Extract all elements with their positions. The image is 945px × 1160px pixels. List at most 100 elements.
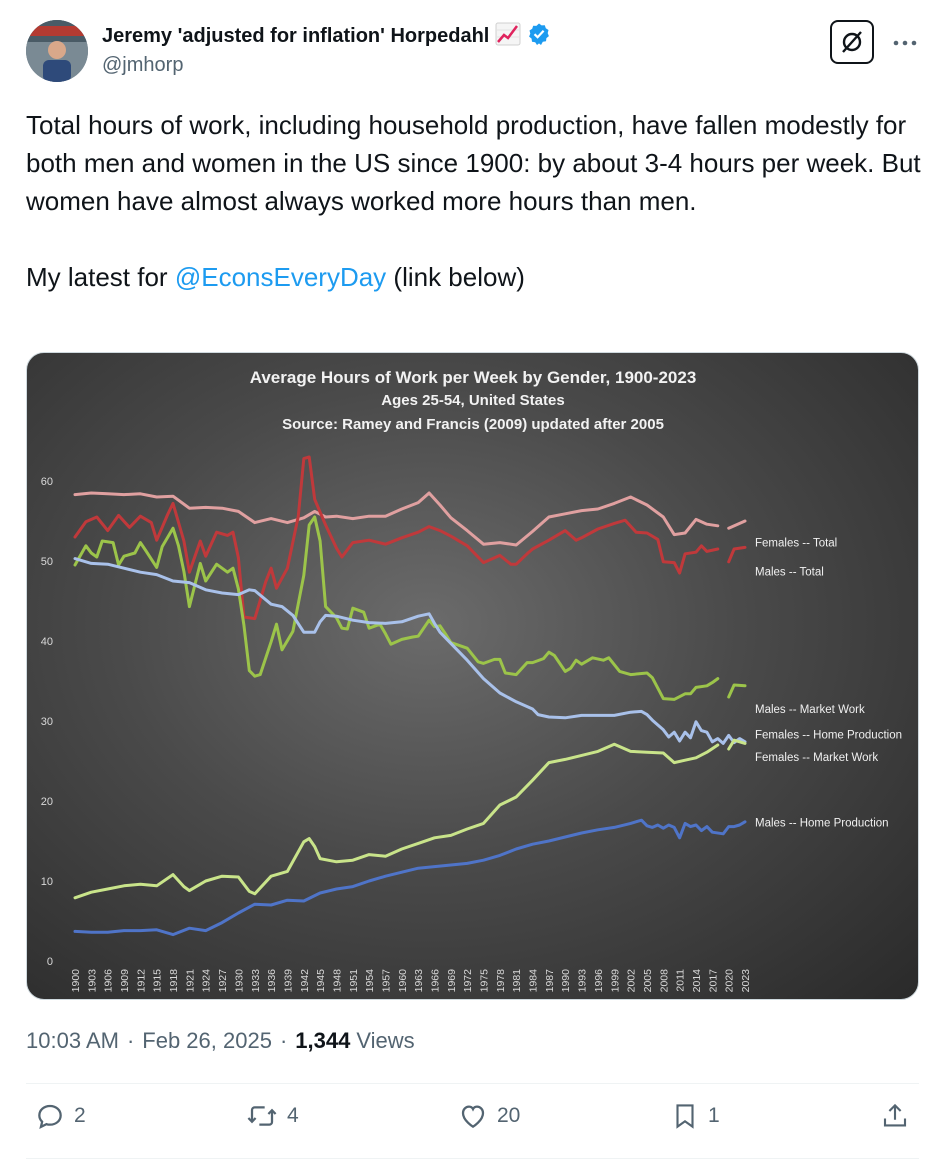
y-tick-label: 0 (47, 956, 53, 968)
line-chart: Average Hours of Work per Week by Gender… (41, 368, 902, 993)
tweet-date[interactable]: Feb 26, 2025 (142, 1028, 272, 1053)
views-count: 1,344 (295, 1028, 351, 1053)
y-tick-label: 20 (41, 796, 53, 808)
tweet-meta: 10:03 AM · Feb 26, 2025 · 1,344 Views (26, 1028, 415, 1054)
x-tick-label: 1927 (217, 969, 229, 993)
reply-button[interactable]: 2 (34, 1100, 86, 1132)
separator-dot: · (279, 1028, 288, 1053)
like-count: 20 (497, 1104, 521, 1127)
series-line (73, 455, 747, 621)
repost-count: 4 (287, 1104, 299, 1127)
tweet-text: Total hours of work, including household… (26, 106, 926, 296)
tweet-paragraph-2-suffix: (link below) (386, 262, 525, 292)
x-tick-label: 1942 (299, 969, 311, 993)
x-tick-label: 1954 (364, 969, 376, 993)
x-tick-label: 2008 (658, 969, 670, 993)
x-tick-label: 1906 (103, 969, 115, 993)
x-tick-label: 1930 (233, 969, 245, 993)
x-tick-label: 1960 (397, 969, 409, 993)
reply-icon (38, 1104, 62, 1130)
x-tick-label: 1984 (528, 969, 540, 993)
x-tick-label: 1921 (184, 969, 196, 993)
x-tick-label: 1972 (462, 969, 474, 993)
more-options-button[interactable] (890, 28, 920, 58)
chart-title: Average Hours of Work per Week by Gender… (250, 368, 697, 387)
action-bar: 2 4 20 1 (0, 1100, 945, 1144)
views-label: Views (356, 1028, 415, 1053)
x-tick-label: 1936 (266, 969, 278, 993)
x-tick-label: 1975 (479, 969, 491, 993)
series-line (73, 557, 747, 745)
mention-link[interactable]: @EconsEveryDay (174, 262, 387, 292)
series-line (73, 738, 747, 900)
x-tick-label: 1987 (544, 969, 556, 993)
tweet-paragraph-1: Total hours of work, including household… (26, 110, 921, 216)
x-tick-label: 1900 (70, 969, 82, 993)
y-tick-label: 30 (41, 716, 53, 728)
x-tick-label: 1981 (511, 969, 523, 993)
x-tick-label: 1993 (577, 969, 589, 993)
author-handle[interactable]: @jmhorp (102, 54, 184, 76)
x-tick-label: 1951 (348, 969, 360, 993)
bookmark-icon (676, 1104, 694, 1129)
x-tick-label: 1996 (593, 969, 605, 993)
x-tick-label: 2002 (626, 969, 638, 993)
bookmark-count: 1 (708, 1104, 720, 1127)
x-tick-label: 1978 (495, 969, 507, 993)
tweet-paragraph-2-prefix: My latest for (26, 262, 175, 292)
x-tick-label: 2005 (642, 969, 654, 993)
x-tick-label: 2014 (691, 969, 703, 993)
series-line (73, 515, 747, 701)
share-icon (883, 1103, 907, 1127)
y-tick-label: 40 (41, 636, 53, 648)
share-button[interactable] (880, 1100, 910, 1132)
slash-circle-icon (842, 31, 862, 53)
avatar-image (26, 20, 88, 82)
series-label: Females -- Home Production (755, 730, 902, 742)
reply-count: 2 (74, 1104, 86, 1127)
chart-subtitle: Ages 25-54, United States (381, 392, 564, 409)
x-tick-label: 1990 (560, 969, 572, 993)
separator-dot: · (126, 1028, 135, 1053)
x-tick-label: 1903 (86, 969, 98, 993)
x-tick-label: 1909 (119, 969, 131, 993)
verified-badge-icon[interactable] (527, 22, 551, 51)
x-tick-label: 1939 (282, 969, 294, 993)
x-tick-label: 1918 (168, 969, 180, 993)
like-button[interactable]: 20 (457, 1100, 520, 1132)
x-tick-label: 2023 (740, 969, 752, 993)
x-tick-label: 1924 (201, 969, 213, 993)
x-tick-label: 2011 (675, 969, 687, 992)
y-tick-label: 60 (41, 476, 53, 488)
x-tick-label: 2017 (707, 969, 719, 993)
tweet-media-image[interactable]: Average Hours of Work per Week by Gender… (26, 352, 919, 1000)
y-tick-label: 50 (41, 556, 53, 568)
bookmark-button[interactable]: 1 (670, 1100, 720, 1132)
x-tick-label: 1915 (152, 969, 164, 993)
series-label: Males -- Home Production (755, 818, 889, 830)
chart-increasing-icon (495, 22, 521, 51)
x-tick-label: 1948 (331, 969, 343, 993)
series-label: Males -- Total (755, 566, 824, 578)
x-tick-label: 1957 (380, 969, 392, 993)
divider (26, 1083, 919, 1084)
avatar[interactable] (26, 20, 88, 82)
series-label: Males -- Market Work (755, 704, 865, 716)
x-tick-label: 1999 (609, 969, 621, 993)
tweet-paragraph-2: My latest for @EconsEveryDay (link below… (26, 258, 926, 296)
x-tick-label: 1966 (430, 969, 442, 993)
heart-icon (461, 1105, 485, 1128)
grok-button[interactable] (830, 20, 874, 64)
x-tick-label: 1945 (315, 969, 327, 993)
series-line (73, 491, 747, 547)
x-tick-label: 1933 (250, 969, 262, 993)
y-tick-label: 10 (41, 876, 53, 888)
chart-source: Source: Ramey and Francis (2009) updated… (282, 416, 664, 433)
tweet-time[interactable]: 10:03 AM (26, 1028, 119, 1053)
x-tick-label: 1963 (413, 969, 425, 993)
divider (26, 1158, 919, 1159)
repost-button[interactable]: 4 (245, 1100, 299, 1132)
author-display-name[interactable]: Jeremy 'adjusted for inflation' Horpedah… (102, 25, 490, 47)
series-label: Females -- Total (755, 538, 837, 550)
ellipsis-icon (893, 40, 917, 46)
